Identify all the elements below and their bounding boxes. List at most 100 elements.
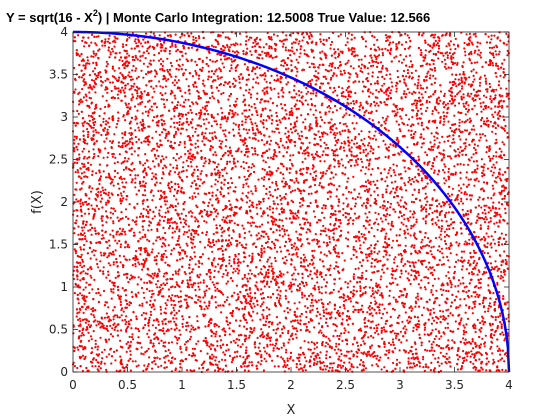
- scatter-point: [430, 253, 433, 256]
- scatter-point: [338, 185, 341, 188]
- scatter-point: [486, 90, 489, 93]
- scatter-point: [420, 133, 423, 136]
- scatter-point: [87, 323, 90, 326]
- scatter-point: [315, 314, 318, 317]
- scatter-point: [112, 50, 115, 53]
- scatter-point: [438, 331, 441, 334]
- scatter-point: [372, 180, 375, 183]
- scatter-point: [320, 286, 323, 289]
- scatter-point: [394, 337, 397, 340]
- scatter-point: [153, 360, 156, 363]
- scatter-point: [458, 118, 461, 121]
- scatter-point: [335, 345, 338, 348]
- scatter-point: [129, 127, 132, 130]
- scatter-point: [416, 117, 419, 120]
- scatter-point: [97, 369, 100, 372]
- scatter-point: [408, 176, 411, 179]
- scatter-point: [412, 264, 415, 267]
- scatter-point: [189, 256, 192, 259]
- scatter-point: [208, 287, 211, 290]
- scatter-point: [324, 147, 327, 150]
- scatter-point: [428, 298, 431, 301]
- scatter-point: [277, 299, 281, 302]
- scatter-point: [122, 190, 125, 193]
- scatter-point: [147, 143, 150, 146]
- scatter-point: [242, 100, 245, 103]
- scatter-point: [130, 47, 133, 50]
- scatter-point: [416, 84, 419, 87]
- scatter-point: [315, 43, 318, 46]
- scatter-point: [241, 192, 244, 195]
- scatter-point: [301, 152, 304, 155]
- scatter-point: [209, 198, 212, 201]
- scatter-point: [247, 38, 250, 41]
- scatter-point: [477, 236, 480, 239]
- scatter-point: [227, 239, 231, 242]
- scatter-point: [168, 224, 172, 228]
- scatter-point: [359, 344, 363, 347]
- scatter-point: [395, 234, 398, 237]
- chart-title-superscript: 2: [93, 8, 98, 18]
- scatter-point: [137, 154, 140, 157]
- scatter-point: [489, 85, 492, 89]
- scatter-point: [390, 273, 393, 276]
- scatter-point: [169, 277, 172, 280]
- scatter-point: [105, 60, 108, 63]
- scatter-point: [433, 337, 436, 341]
- scatter-point: [482, 181, 486, 184]
- scatter-point: [184, 272, 187, 276]
- scatter-point: [198, 37, 201, 40]
- scatter-point: [161, 86, 164, 89]
- scatter-point: [226, 82, 229, 85]
- scatter-point: [347, 128, 350, 131]
- scatter-point: [417, 360, 420, 363]
- scatter-point: [131, 32, 134, 35]
- scatter-point: [333, 250, 337, 253]
- scatter-point: [170, 341, 174, 344]
- scatter-point: [179, 300, 182, 303]
- scatter-point: [119, 369, 122, 372]
- scatter-point: [437, 47, 441, 50]
- scatter-point: [467, 108, 470, 111]
- scatter-point: [211, 281, 214, 284]
- scatter-point: [446, 326, 450, 329]
- scatter-point: [386, 245, 389, 249]
- scatter-point: [275, 169, 278, 172]
- scatter-point: [421, 263, 424, 266]
- scatter-point: [503, 353, 506, 356]
- scatter-point: [215, 194, 218, 197]
- scatter-point: [492, 187, 495, 190]
- scatter-point: [92, 148, 95, 151]
- scatter-point: [474, 295, 477, 298]
- scatter-point: [438, 259, 441, 262]
- scatter-point: [280, 64, 283, 67]
- scatter-point: [149, 313, 153, 316]
- scatter-point: [497, 315, 500, 318]
- scatter-point: [218, 360, 221, 363]
- scatter-point: [364, 148, 368, 151]
- scatter-point: [474, 345, 477, 348]
- scatter-point: [154, 363, 157, 366]
- scatter-point: [433, 157, 436, 160]
- scatter-point: [270, 215, 273, 219]
- scatter-point: [238, 207, 241, 210]
- scatter-point: [350, 158, 353, 162]
- scatter-point: [394, 180, 397, 183]
- scatter-point: [374, 138, 378, 141]
- scatter-point: [327, 70, 330, 73]
- scatter-point: [256, 92, 259, 95]
- scatter-point: [343, 361, 346, 364]
- scatter-point: [281, 357, 284, 360]
- scatter-point: [131, 69, 134, 72]
- scatter-point: [386, 207, 389, 210]
- scatter-point: [386, 87, 389, 90]
- scatter-point: [156, 149, 159, 152]
- scatter-point: [488, 46, 491, 49]
- scatter-point: [84, 272, 87, 275]
- scatter-point: [422, 358, 425, 361]
- scatter-point: [430, 346, 433, 349]
- scatter-point: [502, 279, 505, 282]
- scatter-point: [498, 110, 501, 113]
- scatter-point: [437, 277, 440, 280]
- scatter-point: [289, 158, 292, 162]
